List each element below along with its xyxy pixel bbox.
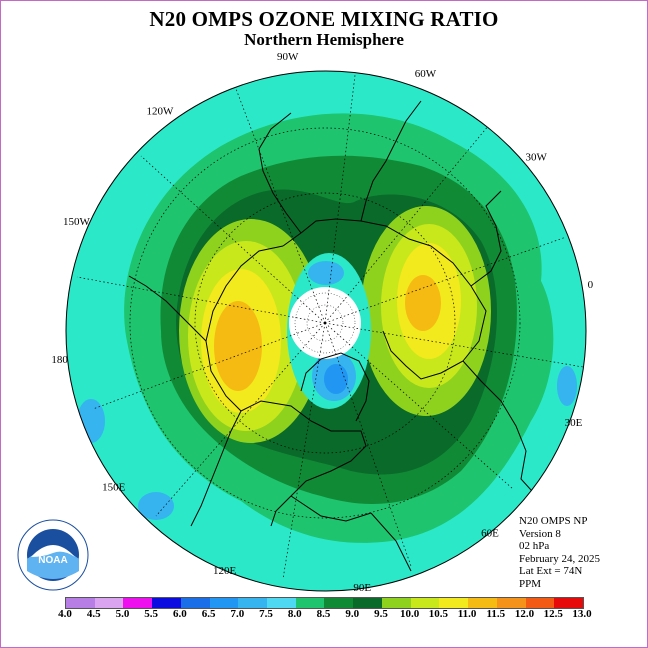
page-subtitle: Northern Hemisphere xyxy=(244,30,404,49)
colorbar-swatch xyxy=(180,598,210,608)
info-units: PPM xyxy=(519,577,542,590)
colorbar-swatch xyxy=(94,598,124,608)
colorbar-tick-label: 5.5 xyxy=(144,608,159,620)
contour-11.0-left xyxy=(214,301,262,391)
lon-label-30e: 30E xyxy=(565,417,583,429)
lon-label-90w: 90W xyxy=(277,51,299,63)
colorbar-tick-label: 7.5 xyxy=(259,608,273,620)
colorbar xyxy=(65,597,584,609)
colorbar-swatch xyxy=(123,598,153,608)
colorbar-tick-label: 5.0 xyxy=(115,608,130,620)
colorbar-tick-label: 11.0 xyxy=(457,608,477,620)
colorbar-swatch xyxy=(353,598,382,608)
colorbar-tick-label: 6.5 xyxy=(201,608,216,620)
colorbar-tick-label: 9.5 xyxy=(374,608,388,620)
colorbar-swatch xyxy=(152,598,181,608)
colorbar-swatch xyxy=(439,598,469,608)
info-level: 02 hPa xyxy=(519,540,550,552)
lon-label-120w: 120W xyxy=(147,105,175,117)
colorbar-tick-label: 10.0 xyxy=(400,608,420,620)
colorbar-swatch xyxy=(295,598,325,608)
info-product: N20 OMPS NP xyxy=(519,515,588,527)
contour-7.5-top xyxy=(308,261,344,285)
colorbar-labels: 4.0 4.5 5.0 5.5 6.0 6.5 7.0 7.5 8.0 8.5 9.0 9.5 10.0… xyxy=(58,608,592,622)
noaa-logo: NOAA xyxy=(17,519,89,591)
colorbar-tick-label: 4.5 xyxy=(86,608,101,620)
contour-7.5-edge-left xyxy=(77,399,105,443)
page-title: N20 OMPS OZONE MIXING RATIO xyxy=(149,7,499,31)
colorbar-tick-label: 10.5 xyxy=(428,608,448,620)
colorbar-tick-label: 7.0 xyxy=(230,608,245,620)
coastlines xyxy=(128,100,542,572)
lon-label-60e: 60E xyxy=(481,528,499,540)
colorbar-swatch xyxy=(525,598,555,608)
longitude-labels: 90E 120E 60E 150E 30E 180 0 150W 30W 120W 60W 90W xyxy=(51,51,593,594)
lon-label-150w: 150W xyxy=(63,216,91,228)
colorbar-tick-label: 9.0 xyxy=(345,608,360,620)
colorbar-tick-label: 8.0 xyxy=(287,608,302,620)
info-lat-ext: Lat Ext = 74N xyxy=(519,565,583,577)
colorbar-swatch xyxy=(267,598,296,608)
lon-label-150e: 150E xyxy=(102,482,126,494)
colorbar-tick-label: 12.5 xyxy=(543,608,563,620)
contour-7.0-bottom xyxy=(324,364,348,394)
lon-label-30w: 30W xyxy=(526,152,548,164)
colorbar-swatch xyxy=(496,598,526,608)
noaa-logo-text: NOAA xyxy=(38,555,67,566)
info-version: Version 8 xyxy=(519,527,561,540)
colorbar-swatch xyxy=(66,598,95,608)
colorbar-swatch xyxy=(410,598,440,608)
colorbar-swatch xyxy=(554,598,583,608)
lon-label-0: 0 xyxy=(588,279,594,291)
colorbar-tick-label: 13.0 xyxy=(572,608,592,620)
colorbar-swatch xyxy=(381,598,411,608)
colorbar-swatch xyxy=(238,598,268,608)
colorbar-tick-label: 6.0 xyxy=(173,608,187,620)
colorbar-tick-label: 8.5 xyxy=(316,608,331,620)
lon-label-120e: 120E xyxy=(213,565,237,577)
info-panel: N20 OMPS NP Version 8 02 hPa February 24… xyxy=(519,515,644,590)
colorbar-tick-label: 4.0 xyxy=(58,608,72,620)
graticule xyxy=(76,71,584,580)
contour-11.0-right xyxy=(405,275,441,331)
contour-7.5-edge-sw xyxy=(138,492,174,520)
polar-cap-grid xyxy=(294,292,356,354)
colorbar-swatch xyxy=(324,598,354,608)
lon-label-90e: 90E xyxy=(353,582,371,594)
colorbar-swatch xyxy=(209,598,239,608)
colorbar-swatch xyxy=(468,598,497,608)
lon-label-60w: 60W xyxy=(415,68,437,80)
colorbar-tick-label: 11.5 xyxy=(486,608,506,620)
info-date: February 24, 2025 xyxy=(519,552,600,565)
lon-label-180: 180 xyxy=(51,354,68,366)
contour-7.5-edge-right xyxy=(557,366,577,406)
colorbar-tick-label: 12.0 xyxy=(514,608,535,620)
map-border xyxy=(65,70,587,592)
